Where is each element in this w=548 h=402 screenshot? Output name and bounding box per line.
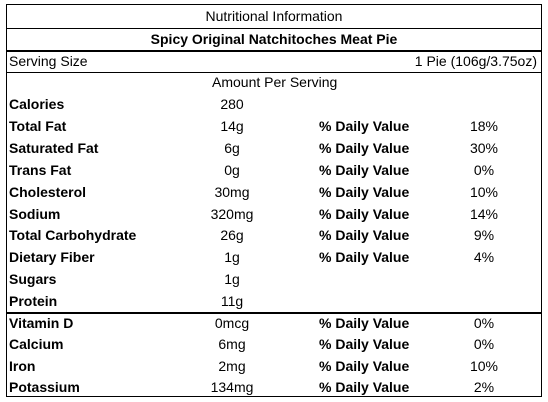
serving-size-label: Serving Size [9,53,88,69]
daily-value-percent: 10% [469,183,499,200]
daily-value-label: % Daily Value [319,315,410,331]
nutrient-name: Calcium [9,336,64,353]
nutrient-name: Vitamin D [9,315,74,331]
nutrient-name: Cholesterol [9,183,87,200]
divider [7,28,541,29]
nutrient-name: Iron [9,357,36,374]
divider [7,312,541,314]
daily-value-label: % Daily Value [319,336,410,353]
daily-value-label: % Daily Value [319,161,410,178]
nutrient-name: Trans Fat [9,161,72,178]
daily-value-percent: 0% [473,315,495,331]
nutrient-name: Protein [9,293,58,310]
nutrient-name: Potassium [9,378,80,395]
nutrient-name: Calories [9,96,65,112]
product-name: Spicy Original Natchitoches Meat Pie [150,31,398,47]
daily-value-percent: 30% [469,139,499,156]
daily-value-label: % Daily Value [319,205,410,222]
divider [7,72,541,73]
nutrient-amount: 280 [220,96,244,112]
daily-value-label: % Daily Value [319,183,410,200]
daily-value-percent: 9% [473,227,495,244]
daily-value-label: % Daily Value [319,249,410,266]
daily-value-percent: 4% [473,249,495,266]
nutrient-name: Total Carbohydrate [9,227,137,244]
amount-per-serving-label: Amount Per Serving [212,74,338,90]
daily-value-label: % Daily Value [319,117,410,134]
daily-value-percent: 18% [469,117,499,134]
nutrient-amount: 11g [220,293,244,310]
serving-size-value: 1 Pie (106g/3.75oz) [414,53,537,69]
nutrient-amount: 2mg [218,357,246,374]
nutrient-amount: 14g [220,117,244,134]
nutrient-amount: 1g [224,249,240,266]
daily-value-percent: 14% [469,205,499,222]
daily-value-label: % Daily Value [319,227,410,244]
divider [7,50,541,52]
daily-value-percent: 2% [473,378,495,395]
panel-title: Nutritional Information [205,8,343,24]
nutrient-amount: 0mcg [214,315,250,331]
nutrition-facts-panel: Nutritional Information Spicy Original N… [6,4,542,397]
daily-value-label: % Daily Value [319,378,410,395]
nutrient-amount: 6mg [218,336,246,353]
nutrient-amount: 26g [220,227,244,244]
nutrient-name: Total Fat [9,117,67,134]
nutrient-amount: 0g [224,161,240,178]
daily-value-label: % Daily Value [319,357,410,374]
daily-value-label: % Daily Value [319,139,410,156]
nutrient-name: Saturated Fat [9,139,99,156]
nutrient-amount: 30mg [214,183,250,200]
daily-value-percent: 0% [473,161,495,178]
daily-value-percent: 10% [469,357,499,374]
nutrient-amount: 6g [224,139,240,156]
nutrient-amount: 320mg [210,205,254,222]
nutrient-name: Sugars [9,271,57,288]
nutrient-amount: 1g [224,271,240,288]
nutrient-amount: 134mg [210,378,254,395]
nutrient-name: Dietary Fiber [9,249,95,266]
daily-value-percent: 0% [473,336,495,353]
nutrient-name: Sodium [9,205,61,222]
